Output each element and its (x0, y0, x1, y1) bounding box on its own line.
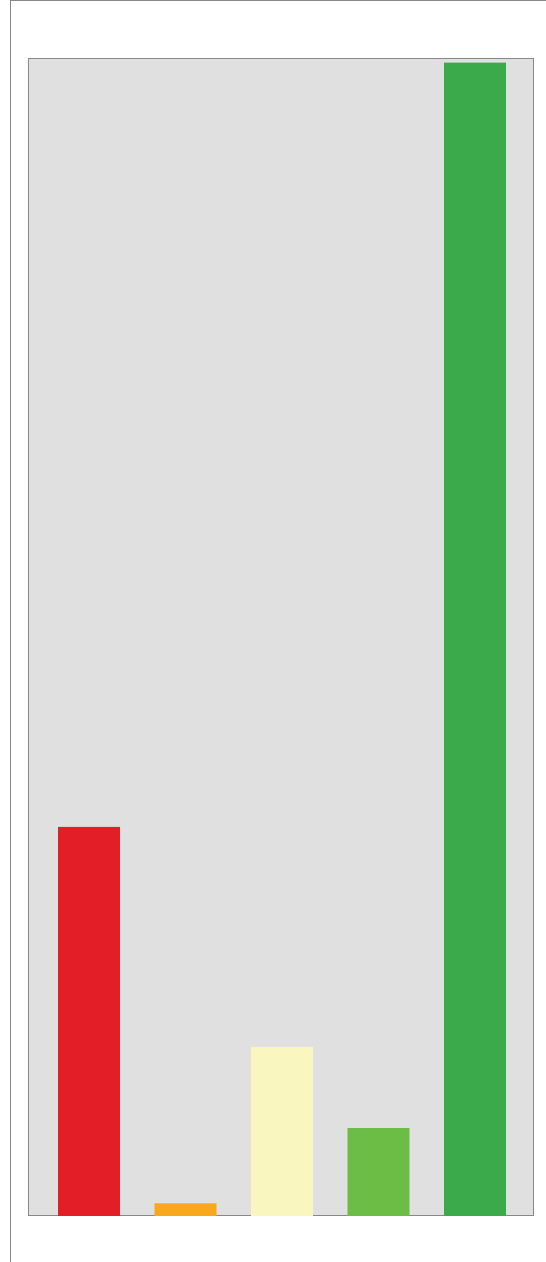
bar (251, 1046, 313, 1216)
bar (58, 826, 120, 1216)
bar (444, 62, 506, 1217)
bar (347, 1127, 410, 1216)
bar (154, 1203, 217, 1216)
